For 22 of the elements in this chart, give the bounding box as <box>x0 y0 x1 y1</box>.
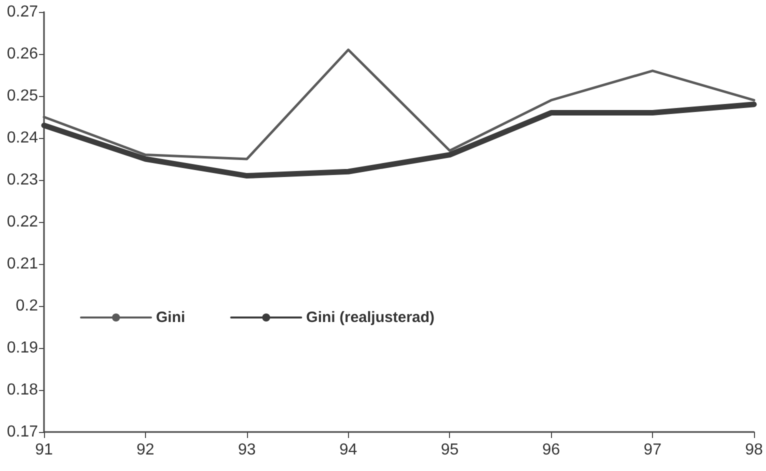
x-tick-label: 96 <box>542 442 560 458</box>
x-tick-label: 98 <box>745 442 763 458</box>
y-tick-label: 0.22 <box>6 214 38 230</box>
x-tick-label: 97 <box>644 442 662 458</box>
y-tick-label: 0.26 <box>6 46 38 62</box>
legend-label: Gini <box>156 309 186 326</box>
y-tick-label: 0.25 <box>6 88 38 104</box>
y-tick-label: 0.17 <box>6 424 38 440</box>
y-tick-label: 0.2 <box>16 298 38 314</box>
x-tick-label: 95 <box>440 442 459 458</box>
y-tick-label: 0.27 <box>6 4 38 20</box>
line-series <box>42 48 756 160</box>
legend-label: Gini (realjusterad) <box>306 309 435 326</box>
y-tick-label: 0.19 <box>6 340 38 356</box>
x-tick-label: 93 <box>238 442 256 458</box>
y-tick-label: 0.24 <box>6 130 38 146</box>
x-tick-label: 94 <box>339 442 358 458</box>
y-tick-label: 0.18 <box>6 382 38 398</box>
x-tick-label: 91 <box>35 442 53 458</box>
x-tick-label: 92 <box>136 442 154 458</box>
y-tick-label: 0.23 <box>6 172 38 188</box>
y-tick-label: 0.21 <box>6 256 38 272</box>
